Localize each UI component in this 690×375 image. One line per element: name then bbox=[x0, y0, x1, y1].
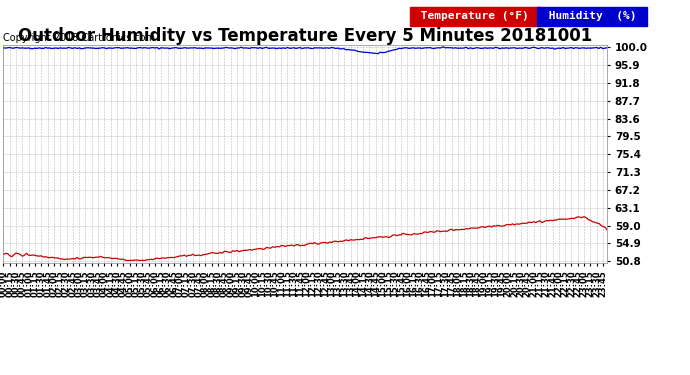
Title: Outdoor Humidity vs Temperature Every 5 Minutes 20181001: Outdoor Humidity vs Temperature Every 5 … bbox=[18, 27, 593, 45]
Text: Humidity  (%): Humidity (%) bbox=[542, 11, 643, 21]
Text: Copyright 2018 Cartronics.com: Copyright 2018 Cartronics.com bbox=[3, 33, 155, 43]
Text: Temperature (°F): Temperature (°F) bbox=[414, 11, 535, 21]
